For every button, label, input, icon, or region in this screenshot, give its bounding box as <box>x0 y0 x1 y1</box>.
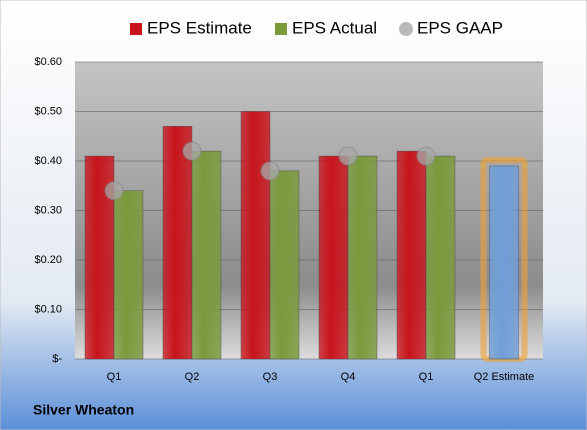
x-tick-label: Q3 <box>263 371 278 383</box>
bar <box>191 150 222 360</box>
legend-label: EPS Actual <box>292 18 377 37</box>
bar <box>396 150 427 360</box>
bar <box>240 111 271 360</box>
gaap-marker <box>416 146 436 166</box>
y-tick-label: $0.10 <box>34 303 62 315</box>
y-tick-label: $0.60 <box>34 56 62 68</box>
x-tick-label: Q2 <box>185 371 200 383</box>
x-tick-label: Q4 <box>341 371 356 383</box>
gaap-marker <box>338 146 358 166</box>
y-tick-label: $0.40 <box>34 155 62 167</box>
bar <box>347 155 378 360</box>
x-tick-label: Q1 <box>419 371 434 383</box>
legend-marker <box>399 22 413 36</box>
bar <box>269 170 300 360</box>
y-tick-label: $0.30 <box>34 204 62 216</box>
y-tick-label: $0.20 <box>34 254 62 266</box>
y-tick-label: $- <box>52 353 62 365</box>
bar <box>113 190 144 360</box>
gaap-marker <box>104 181 124 201</box>
legend-marker <box>275 23 287 35</box>
x-tick-label: Q2 Estimate <box>474 371 535 383</box>
bar <box>162 126 193 360</box>
chart-title: Silver Wheaton <box>33 402 134 418</box>
gaap-marker <box>182 141 202 161</box>
y-tick-label: $0.50 <box>34 105 62 117</box>
legend-marker <box>130 23 142 35</box>
bar <box>318 155 349 360</box>
legend-label: EPS GAAP <box>417 18 503 37</box>
x-tick-label: Q1 <box>107 371 122 383</box>
gaap-marker <box>260 161 280 181</box>
bar <box>489 165 519 360</box>
legend-label: EPS Estimate <box>147 18 252 37</box>
bar <box>425 155 456 360</box>
